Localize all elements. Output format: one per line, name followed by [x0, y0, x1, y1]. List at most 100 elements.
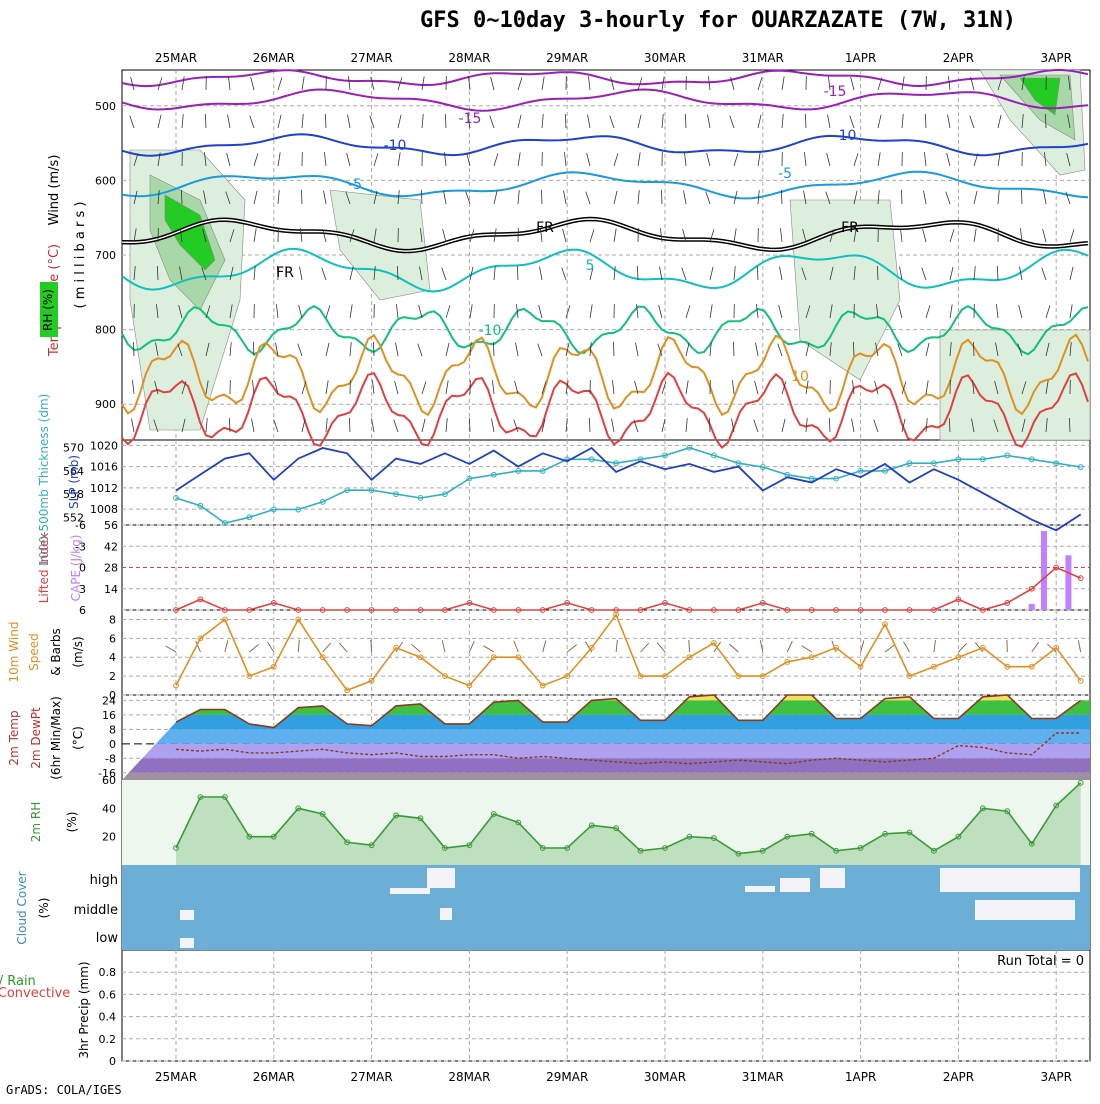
li-tick-label: -6 [75, 519, 86, 532]
upper-wind-barb [542, 114, 543, 128]
upper-wind-barb [1042, 268, 1046, 280]
temp-contour-label: -5 [348, 177, 362, 193]
upper-wind-barb [182, 76, 184, 90]
upper-wind-barb [517, 266, 518, 280]
upper-wind-barb [470, 304, 472, 318]
wind-barb [339, 643, 347, 652]
upper-wind-barb [542, 76, 544, 90]
upper-wind-barb [732, 380, 734, 394]
wind-ylabel: (m/s) [71, 636, 85, 667]
upper-wind-barb [1070, 304, 1072, 318]
upper-wind-barb [922, 268, 926, 280]
temp-band [122, 700, 1090, 714]
temp-contour-label: -15 [459, 111, 482, 127]
top-day-label: 2APR [943, 51, 974, 65]
cloud-patch [940, 868, 1080, 892]
upper-wind-barb [396, 343, 398, 356]
wind-barb [616, 640, 617, 652]
cloud-patch [180, 910, 194, 920]
top-day-label: 29MAR [546, 51, 588, 65]
upper-wind-barb [588, 115, 590, 128]
wind-tick-label: 4 [109, 651, 116, 664]
upper-wind-barb [851, 77, 854, 90]
upper-wind-barb [734, 228, 736, 242]
wind-barb [934, 640, 935, 652]
cloud-patch [390, 888, 430, 894]
upper-wind-barb [589, 418, 590, 432]
upper-wind-barb [374, 153, 378, 166]
upper-wind-barb [854, 153, 858, 166]
upper-wind-barb [278, 115, 281, 128]
upper-wind-barb [926, 380, 928, 394]
upper-wind-barb [132, 419, 134, 432]
upper-wind-barb [302, 114, 303, 128]
wind-ylabel: Speed [27, 633, 41, 671]
wind-barb [885, 645, 895, 652]
upper-wind-barb [587, 153, 590, 166]
temp-contour-minus15 [122, 90, 1088, 111]
bottom-day-label: 1APR [845, 1070, 876, 1084]
precip-ylabel-unit: 3hr Precip (mm) [77, 961, 91, 1058]
upper-wind-barb [926, 305, 930, 318]
upper-wind-barb [302, 76, 304, 90]
wind-barb [904, 642, 910, 652]
upper-wind-barb [778, 344, 782, 356]
upper-wind-barb [445, 114, 446, 128]
upper-wind-barb [612, 380, 614, 394]
precip-tick-label: 0 [109, 1055, 116, 1068]
upper-wind-barb [950, 267, 953, 280]
temp-contour-minus5 [122, 172, 1088, 199]
temp-tick-label: 24 [102, 694, 116, 707]
top-day-label: 1APR [845, 51, 876, 65]
temp-contour-label: -15 [824, 84, 847, 100]
temp-contour-label: FR [276, 265, 294, 281]
cloud-level-label: middle [74, 903, 118, 918]
upper-wind-barb [998, 190, 999, 204]
upper-wind-barb [250, 116, 254, 128]
upper-wind-barb [442, 268, 446, 280]
upper-wind-barb [562, 268, 566, 280]
upper-wind-barb [758, 77, 762, 90]
upper-wind-barb [709, 418, 710, 432]
precip-tick-label: 0.8 [99, 966, 117, 979]
upper-wind-barb [662, 114, 663, 128]
bottom-day-label: 27MAR [351, 1070, 393, 1084]
upper-wind-barb [518, 190, 519, 204]
upper-wind-barb [661, 190, 662, 204]
upper-wind-barb [565, 114, 566, 128]
credit-label: GrADS: COLA/IGES [6, 1083, 122, 1097]
bottom-day-label: 26MAR [253, 1070, 295, 1084]
upper-wind-barb [300, 267, 302, 280]
upper-wind-barb [686, 380, 688, 394]
wind-tick-label: 6 [109, 632, 116, 645]
upper-wind-barb [782, 76, 784, 90]
upper-wind-barb [707, 153, 710, 166]
upper-wind-barb [325, 114, 326, 128]
upper-wind-barb [734, 266, 735, 280]
pressure-tick-label: 500 [95, 100, 116, 113]
precip-tick-label: 0.6 [99, 988, 117, 1001]
cloud-level-label: low [96, 931, 119, 946]
wind-ylabel: 10m Wind [7, 622, 21, 683]
upper-wind-barb [614, 153, 618, 166]
cloud-patch [745, 886, 775, 892]
upper-wind-barb [1046, 305, 1050, 318]
upper-wind-barb [324, 152, 326, 166]
upper-wind-barb [422, 76, 424, 90]
wind-ylabel: & Barbs [49, 628, 63, 676]
wind-barb [689, 640, 690, 652]
rh-tick-label: 40 [102, 802, 116, 815]
upper-wind-barb [970, 116, 974, 128]
upper-wind-barb [611, 77, 614, 90]
wind-barb [442, 640, 445, 652]
upper-wind-barb [322, 268, 326, 280]
upper-wind-barb [734, 153, 738, 166]
cape-tick-label: 56 [104, 519, 118, 532]
cape-ylabel: CAPE (J/kg) [69, 535, 83, 602]
upper-wind-barb [516, 343, 518, 356]
upper-wind-barb [974, 228, 976, 242]
wind-barb [514, 641, 518, 652]
upper-wind-barb [372, 380, 374, 394]
upper-wind-barb [443, 229, 446, 242]
